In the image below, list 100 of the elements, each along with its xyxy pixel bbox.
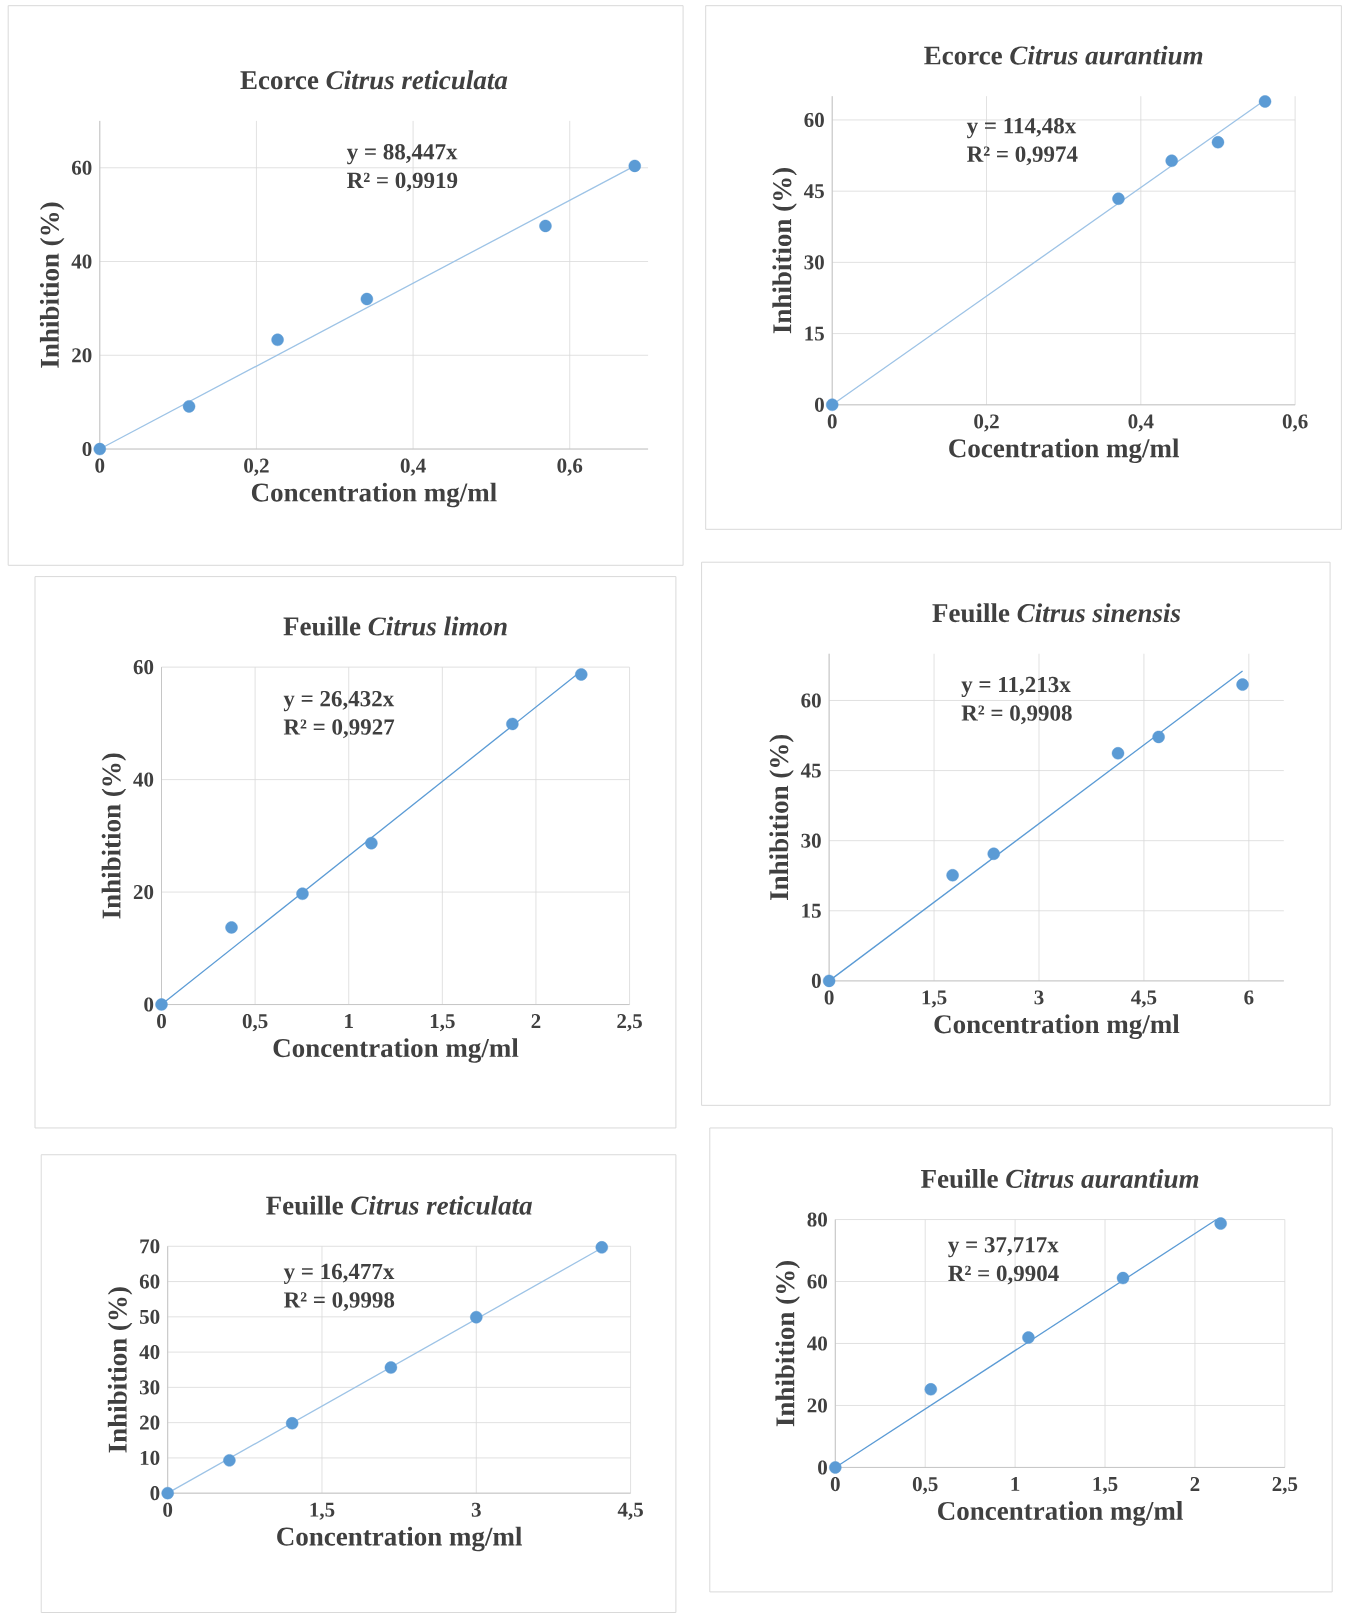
point (225, 921, 238, 934)
annotation: y = 37,717x (948, 1237, 1059, 1258)
chart-title: Feuille Citrus sinensis (932, 603, 1181, 623)
y-axis-title: Inhibition (%) (769, 734, 794, 901)
y-tick-label: 0 (812, 973, 822, 988)
x-tick-label: 3 (472, 1502, 482, 1517)
point (823, 974, 836, 988)
point (286, 1417, 299, 1430)
point (223, 1454, 236, 1467)
point (1022, 1331, 1035, 1344)
point (384, 1361, 398, 1374)
annotation: R² = 0,9974 (967, 146, 1078, 166)
annotation: R² = 0,9908 (961, 705, 1072, 725)
point (365, 836, 378, 850)
y-tick-label: 40 (133, 772, 154, 787)
annotation: R² = 0,9927 (283, 719, 395, 739)
point (1259, 95, 1272, 108)
y-tick-label: 40 (807, 1336, 828, 1351)
x-axis-title: Cocentration mg/ml (949, 438, 1180, 464)
y-tick-label: 0 (818, 1460, 828, 1475)
y-tick-label: 0 (815, 397, 825, 412)
point (1152, 730, 1166, 744)
x-tick-label: 1 (345, 1014, 354, 1028)
y-tick-label: 60 (72, 160, 92, 175)
y-tick-label: 45 (804, 184, 825, 199)
point (1236, 678, 1249, 691)
y-axis-title: Inhibition (%) (108, 1287, 133, 1453)
y-tick-label: 60 (133, 660, 154, 675)
y-axis-title: Inhibition (%) (40, 202, 65, 368)
annotation: y = 88,447x (347, 144, 458, 165)
x-tick-label: 1,5 (922, 990, 947, 1008)
point (1165, 154, 1179, 167)
point (470, 1310, 483, 1324)
x-axis-title: Concentration mg/ml (252, 482, 497, 508)
point (628, 159, 642, 173)
x-tick-label: 6 (1244, 990, 1254, 1005)
y-tick-label: 0 (82, 441, 92, 457)
x-tick-label: 2 (1190, 1476, 1200, 1491)
x-tick-label: 1,5 (310, 1502, 335, 1520)
y-tick-label: 30 (801, 833, 822, 848)
point (539, 219, 552, 233)
point (296, 887, 309, 900)
x-tick-label: 0,5 (243, 1014, 268, 1032)
y-tick-label: 80 (807, 1212, 828, 1227)
y-tick-label: 15 (802, 903, 822, 918)
x-tick-label: 0,2 (974, 414, 999, 432)
point (829, 1461, 842, 1474)
y-axis-title: Inhibition (%) (101, 753, 127, 919)
y-tick-label: 60 (807, 1274, 828, 1289)
y-tick-label: 70 (140, 1239, 160, 1254)
annotation: R² = 0,9998 (284, 1292, 395, 1312)
annotation: R² = 0,9904 (948, 1265, 1059, 1285)
chart-title: Ecorce Citrus reticulata (240, 70, 508, 90)
chart-title: Ecorce Citrus aurantium (924, 45, 1203, 65)
point (271, 333, 284, 347)
chart-title: Feuille Citrus limon (283, 616, 507, 636)
point (946, 869, 959, 882)
y-tick-label: 20 (134, 885, 154, 900)
y-tick-label: 10 (141, 1450, 160, 1465)
y-tick-label: 45 (801, 763, 822, 778)
y-tick-label: 40 (71, 254, 92, 269)
point (924, 1383, 938, 1396)
annotation: y = 26,432x (283, 690, 395, 712)
y-axis-title: Inhibition (%) (775, 1261, 801, 1427)
y-tick-label: 20 (72, 348, 92, 363)
point (93, 442, 107, 456)
point (1211, 136, 1225, 149)
x-tick-label: 0,6 (1283, 414, 1308, 432)
point (1117, 1271, 1130, 1285)
point (575, 668, 588, 681)
chart-title: Feuille Citrus reticulata (266, 1195, 533, 1215)
point (360, 292, 374, 306)
point (183, 400, 196, 413)
annotation: R² = 0,9919 (347, 172, 458, 192)
y-tick-label: 60 (804, 112, 825, 128)
y-tick-label: 60 (140, 1274, 160, 1289)
x-tick-label: 1 (1011, 1476, 1020, 1491)
x-tick-label: 0 (95, 458, 105, 473)
x-tick-label: 2,5 (1272, 1476, 1298, 1495)
x-axis-title: Concentration mg/ml (934, 1014, 1180, 1040)
point (1112, 747, 1125, 760)
point (1112, 192, 1125, 205)
x-tick-label: 0,4 (1128, 414, 1154, 432)
point (506, 717, 519, 731)
y-axis-title: Inhibition (%) (772, 168, 798, 334)
y-tick-label: 20 (807, 1398, 828, 1413)
y-tick-label: 30 (140, 1380, 160, 1395)
x-tick-label: 3 (1034, 990, 1044, 1005)
y-tick-label: 50 (140, 1309, 160, 1324)
x-tick-label: 4,5 (1131, 990, 1157, 1008)
y-tick-label: 30 (804, 255, 825, 270)
x-tick-label: 0 (831, 1476, 840, 1492)
x-tick-label: 1,5 (1093, 1476, 1118, 1495)
y-tick-label: 60 (801, 693, 822, 708)
annotation: y = 11,213x (961, 676, 1071, 698)
x-tick-label: 0,5 (913, 1476, 938, 1495)
x-tick-label: 1,5 (431, 1014, 455, 1032)
y-tick-label: 20 (140, 1415, 160, 1430)
x-axis-title: Concentration mg/ml (273, 1038, 519, 1063)
x-tick-label: 0,6 (557, 458, 583, 476)
